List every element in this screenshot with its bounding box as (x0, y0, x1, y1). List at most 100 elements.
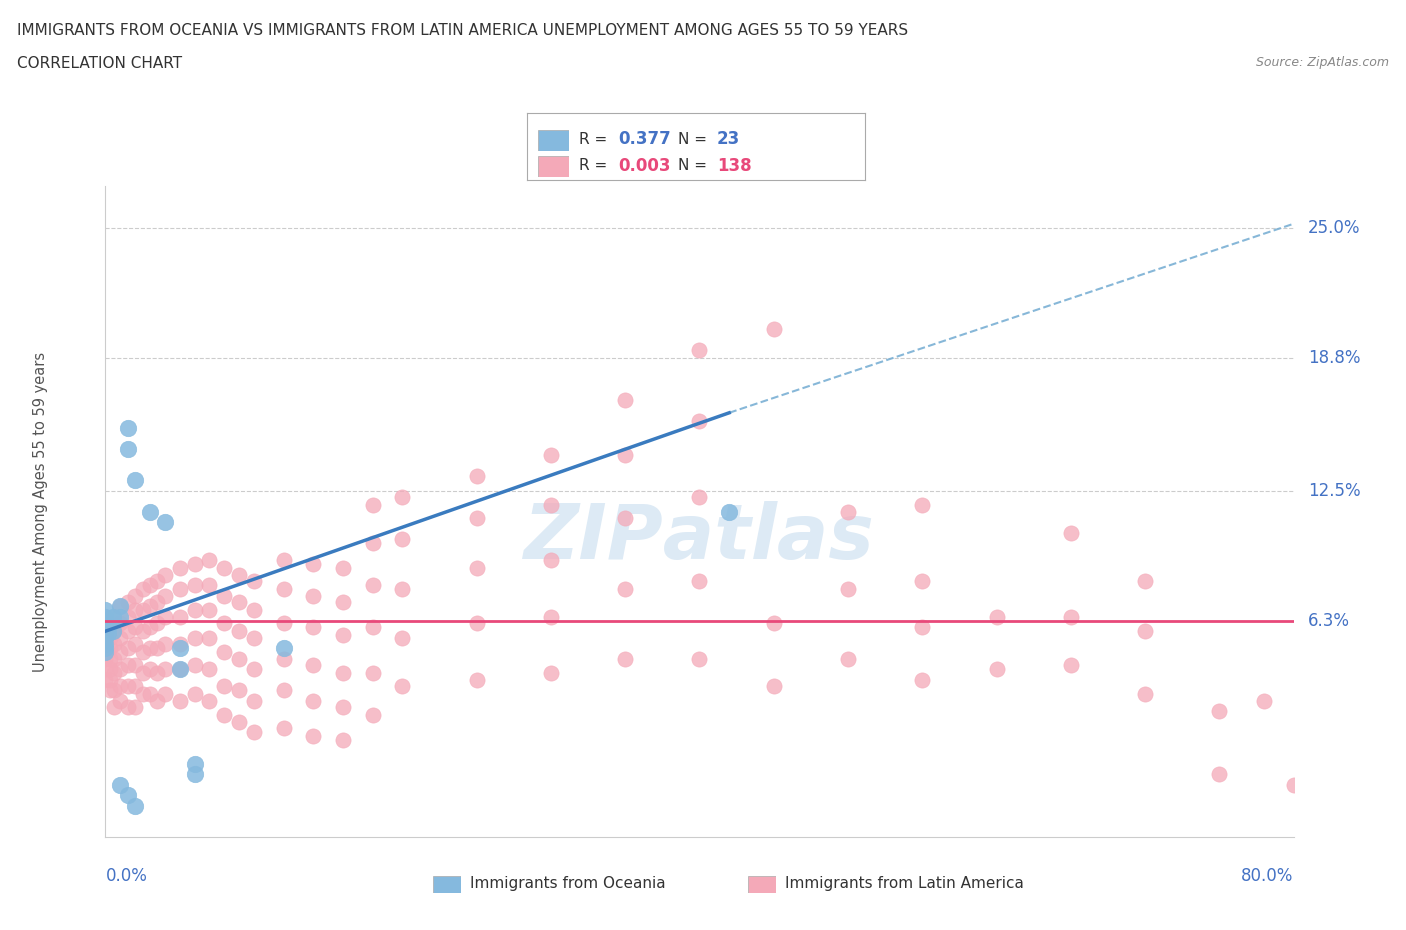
Point (124, 798, 146, 813)
Point (689, 574, 711, 589)
Point (302, 588, 325, 603)
Point (1208, 766, 1230, 781)
Point (153, 514, 176, 529)
Point (1133, 574, 1156, 589)
Point (228, 683, 250, 698)
Point (332, 628, 354, 643)
Point (117, 641, 139, 656)
Point (614, 392, 637, 407)
Text: IMMIGRANTS FROM OCEANIA VS IMMIGRANTS FROM LATIN AMERICA UNEMPLOYMENT AMONG AGES: IMMIGRANTS FROM OCEANIA VS IMMIGRANTS FR… (17, 23, 908, 38)
Point (465, 469, 488, 484)
Point (103, 651, 125, 666)
Point (332, 699, 354, 714)
Point (117, 609, 139, 624)
Point (117, 678, 139, 693)
Point (124, 603, 146, 618)
Point (153, 686, 176, 701)
Point (614, 582, 637, 597)
Point (110, 630, 132, 644)
Point (94, 661, 117, 676)
Point (98, 641, 121, 656)
Point (214, 561, 236, 576)
Point (689, 651, 711, 666)
Point (391, 630, 413, 644)
Point (540, 666, 562, 681)
Text: Immigrants from Latin America: Immigrants from Latin America (785, 876, 1024, 891)
Point (198, 661, 221, 676)
Point (169, 636, 191, 651)
Point (103, 636, 125, 651)
Point (103, 683, 125, 698)
Point (718, 504, 741, 519)
Point (94, 672, 117, 687)
Text: Source: ZipAtlas.com: Source: ZipAtlas.com (1256, 56, 1389, 69)
Point (465, 616, 488, 631)
Point (273, 651, 295, 666)
Point (124, 636, 146, 651)
Point (131, 666, 153, 681)
Point (689, 414, 711, 429)
Point (762, 678, 785, 693)
Point (153, 661, 176, 676)
Point (98, 619, 121, 634)
Text: 0.003: 0.003 (619, 156, 671, 175)
Point (110, 661, 132, 676)
Point (117, 594, 139, 609)
Point (911, 672, 934, 687)
Point (273, 582, 295, 597)
Point (465, 511, 488, 525)
Point (986, 609, 1008, 624)
Point (117, 658, 139, 672)
Point (465, 561, 488, 576)
Point (302, 556, 325, 571)
Point (139, 619, 162, 634)
Point (94, 644, 117, 659)
Point (146, 693, 169, 708)
Point (911, 498, 934, 512)
Point (391, 582, 413, 597)
Point (689, 342, 711, 357)
Point (103, 666, 125, 681)
Point (911, 574, 934, 589)
Point (243, 574, 266, 589)
Point (1060, 658, 1083, 672)
Point (146, 666, 169, 681)
Point (1282, 777, 1305, 792)
Point (837, 651, 859, 666)
Point (110, 616, 132, 631)
Point (228, 714, 250, 729)
Point (614, 447, 637, 462)
Point (124, 588, 146, 603)
Point (169, 609, 191, 624)
Point (540, 609, 562, 624)
Point (183, 603, 205, 618)
Text: N =: N = (678, 132, 711, 147)
Point (689, 489, 711, 504)
Point (94, 641, 117, 656)
Point (198, 578, 221, 592)
Point (1060, 609, 1083, 624)
Text: ZIP​atlas: ZIP​atlas (524, 500, 875, 575)
Point (94, 603, 117, 618)
Point (169, 661, 191, 676)
Point (98, 661, 121, 676)
Point (540, 498, 562, 512)
Point (98, 630, 121, 644)
Text: 12.5%: 12.5% (1308, 482, 1361, 499)
Point (117, 788, 139, 803)
Point (131, 644, 153, 659)
Point (1253, 693, 1275, 708)
Point (131, 624, 153, 639)
Point (228, 567, 250, 582)
Point (302, 658, 325, 672)
Point (243, 724, 266, 739)
Point (101, 624, 124, 639)
Point (110, 678, 132, 693)
Text: 25.0%: 25.0% (1308, 219, 1360, 237)
Text: 80.0%: 80.0% (1241, 867, 1294, 884)
Text: 6.3%: 6.3% (1308, 612, 1350, 630)
Point (94, 641, 117, 656)
Text: 0.377: 0.377 (619, 130, 672, 149)
Point (198, 603, 221, 618)
Text: 138: 138 (717, 156, 752, 175)
